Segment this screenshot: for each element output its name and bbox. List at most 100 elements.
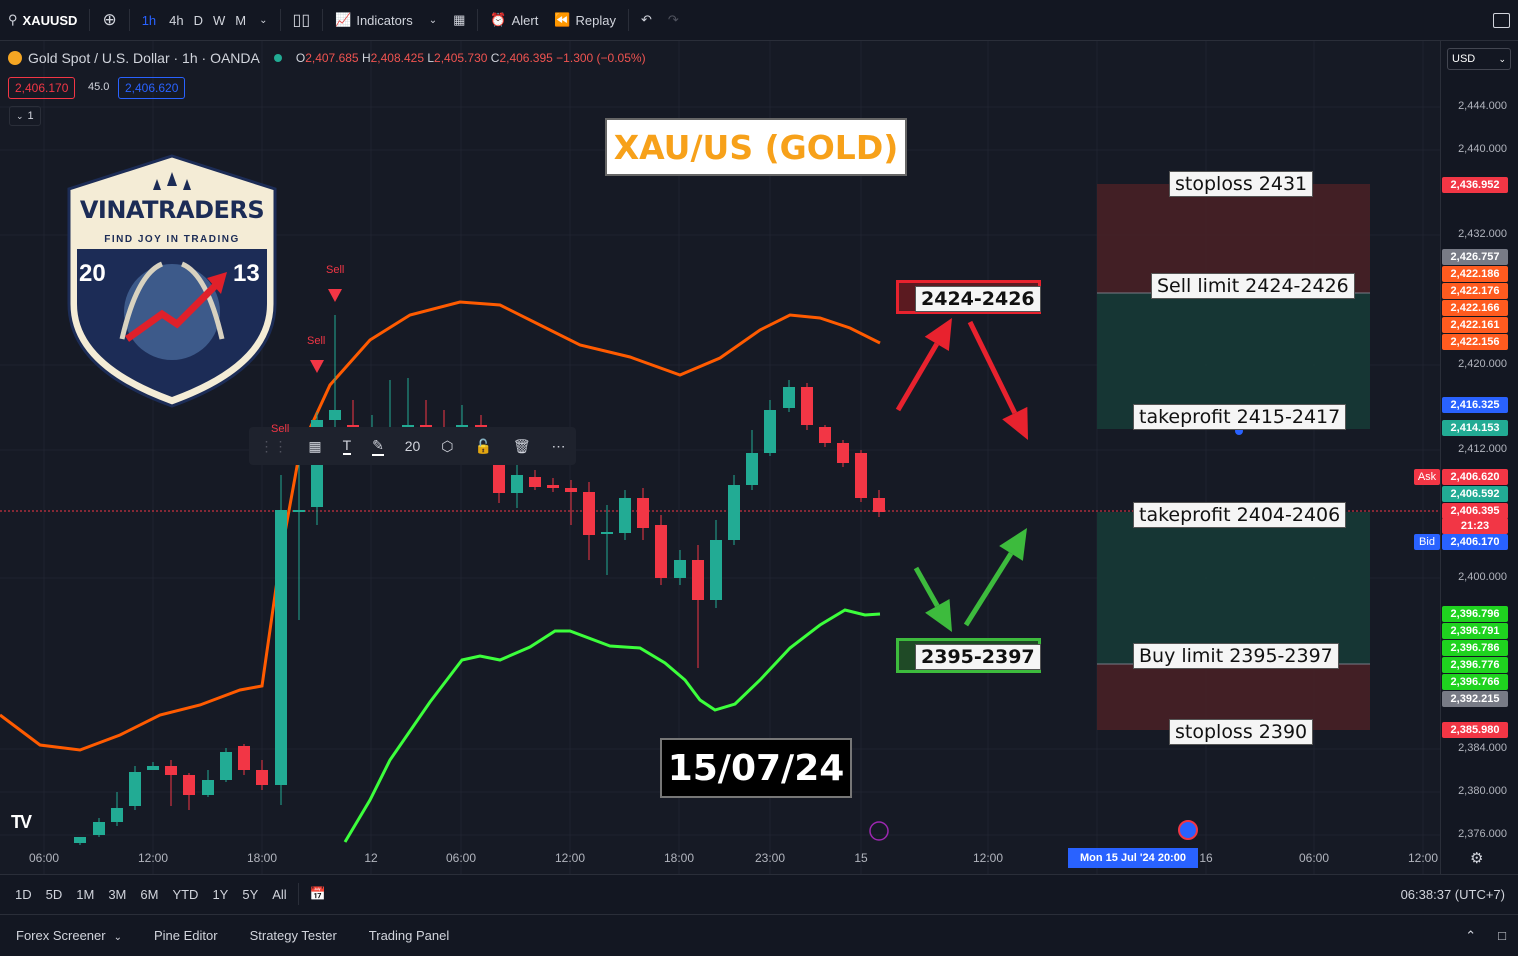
range-ytd[interactable]: YTD [172, 886, 199, 902]
text-tool-icon[interactable]: T [342, 437, 352, 455]
layouts-button[interactable]: ▦ [445, 0, 473, 40]
takeprofit-1-label[interactable]: takeprofit 2415-2417 [1133, 404, 1347, 430]
font-size-value[interactable]: 20 [404, 438, 421, 454]
symbol-name: XAUUSD [22, 12, 78, 28]
ohlc-values: O2,407.685 H2,408.425 L2,405.730 C2,406.… [295, 51, 646, 65]
red-arrow-up-head [924, 318, 952, 351]
drag-handle-icon[interactable]: ⋮⋮ [259, 437, 288, 454]
range-1d[interactable]: 1D [15, 886, 32, 902]
tab-pine-editor[interactable]: Pine Editor [153, 928, 218, 943]
currency-select[interactable]: USD ⌄ [1447, 48, 1511, 70]
date-range-bar: 1D 5D 1M 3M 6M YTD 1Y 5Y All 📅 06:38:37 … [0, 874, 1518, 913]
legend-title[interactable]: Gold Spot / U.S. Dollar · 1h · OANDA [28, 50, 260, 66]
replay-label: Replay [575, 12, 616, 28]
candle-body [728, 485, 740, 540]
candle-body [238, 746, 250, 770]
candle-body [220, 752, 232, 780]
interval-w[interactable]: W [213, 12, 226, 28]
candle-body [456, 425, 468, 428]
compare-button[interactable]: ⊕ [94, 0, 124, 40]
fill-color-icon[interactable]: ✎ [372, 437, 384, 456]
interval-4h[interactable]: 4h [169, 12, 184, 28]
date-box[interactable]: 15/07/24 [660, 738, 852, 798]
price-axis[interactable]: USD ⌄ 2,444.000 2,440.000 2,432.000 2,420.0… [1440, 41, 1518, 874]
chart-title-box[interactable]: XAU/US (GOLD) [605, 118, 907, 176]
candle-body [801, 387, 813, 425]
buy-limit-label[interactable]: Buy limit 2395-2397 [1133, 643, 1339, 669]
price-label: 2,420.000 [1458, 358, 1507, 370]
axis-settings-button[interactable]: ⚙ [1470, 849, 1483, 867]
market-open-dot-icon [273, 54, 282, 62]
range-3m[interactable]: 3M [108, 886, 127, 902]
divider [279, 9, 281, 31]
time-label: 15 [854, 851, 868, 865]
sell-limit-label[interactable]: Sell limit 2424-2426 [1151, 273, 1355, 299]
candle-body [74, 837, 86, 843]
chevron-down-icon: ⌄ [428, 14, 438, 26]
maximize-panel-button[interactable]: □ [1486, 928, 1518, 943]
sell-arrow-icon [310, 360, 324, 373]
interval-m[interactable]: M [235, 12, 247, 28]
price-tag: 2,422.176 [1442, 283, 1508, 299]
fullscreen-button[interactable] [1485, 0, 1518, 40]
candle-body [565, 488, 577, 492]
indicators-label: Indicators [356, 12, 413, 28]
indicator-collapse[interactable]: ⌄ 1 [9, 106, 41, 126]
range-1y[interactable]: 1Y [212, 886, 229, 902]
range-1m[interactable]: 1M [76, 886, 95, 902]
candle-body [547, 485, 559, 488]
range-5y[interactable]: 5Y [242, 886, 259, 902]
template-icon[interactable]: ▦ [308, 437, 322, 454]
time-label: 12:00 [1407, 851, 1439, 865]
tab-strategy-tester[interactable]: Strategy Tester [249, 928, 337, 943]
undo-button[interactable]: ↶ [633, 0, 660, 40]
range-all[interactable]: All [272, 886, 287, 902]
replay-button[interactable]: ⏪ Replay [546, 0, 624, 40]
top-toolbar: ⚲ XAUUSD ⊕ 1h 4h D W M ⌄ ▯▯ 📈 Indicators… [0, 0, 1518, 41]
target-zone-bottom [1097, 512, 1370, 664]
candle-body [837, 443, 849, 463]
redo-button[interactable]: ↷ [660, 0, 687, 40]
goto-date-button[interactable]: 📅 [303, 886, 333, 902]
lock-icon[interactable]: 🔓 [474, 437, 492, 454]
candle-body [819, 427, 831, 443]
sell-zone-box[interactable]: 2424-2426 [896, 280, 1041, 314]
interval-d[interactable]: D [193, 12, 204, 28]
indicators-button[interactable]: 📈 Indicators [327, 0, 421, 40]
range-5d[interactable]: 5D [45, 886, 63, 902]
settings-hex-icon[interactable]: ⬡ [441, 437, 454, 454]
price-tag: 2,392.215 [1442, 691, 1508, 707]
more-icon[interactable]: ⋯ [551, 437, 566, 454]
stoploss-top-label[interactable]: stoploss 2431 [1169, 171, 1314, 197]
symbol-search[interactable]: ⚲ XAUUSD [0, 0, 85, 40]
price-label: 2,432.000 [1458, 228, 1507, 240]
clock-timezone[interactable]: 06:38:37 (UTC+7) [1400, 886, 1505, 902]
range-6m[interactable]: 6M [140, 886, 159, 902]
sell-signal-label: Sell [271, 423, 290, 435]
bid-price-pill[interactable]: 2,406.170 [8, 77, 76, 99]
price-tag: 2,396.791 [1442, 623, 1508, 639]
takeprofit-2-label[interactable]: takeprofit 2404-2406 [1133, 502, 1347, 528]
logo-year-right: 13 [233, 260, 260, 287]
trash-icon[interactable]: 🗑 [512, 437, 531, 454]
interval-1h[interactable]: 1h [141, 12, 157, 28]
interval-dropdown[interactable]: ⌄ [251, 0, 275, 40]
tab-trading-panel[interactable]: Trading Panel [368, 928, 450, 943]
indicators-dropdown[interactable]: ⌄ [421, 0, 445, 40]
candle-body [420, 425, 432, 428]
candle-body [129, 772, 141, 806]
candle-body [293, 510, 305, 512]
green-arrow-down [913, 566, 940, 608]
buy-zone-box[interactable]: 2395-2397 [896, 638, 1041, 673]
ask-price-pill[interactable]: 2,406.620 [118, 77, 186, 99]
candle-body [165, 766, 177, 775]
chart-type-button[interactable]: ▯▯ [285, 0, 319, 40]
green-arrow-down-head [925, 598, 952, 632]
stoploss-bottom-label[interactable]: stoploss 2390 [1169, 719, 1314, 745]
tab-forex-screener[interactable]: Forex Screener ⌄ [16, 928, 122, 943]
alert-button[interactable]: ⏰ Alert [482, 0, 546, 40]
collapse-panel-button[interactable]: ⌃ [1455, 928, 1486, 944]
logo-year-left: 20 [79, 260, 106, 287]
candle-body [692, 560, 704, 600]
price-tag: 2,396.766 [1442, 674, 1508, 690]
